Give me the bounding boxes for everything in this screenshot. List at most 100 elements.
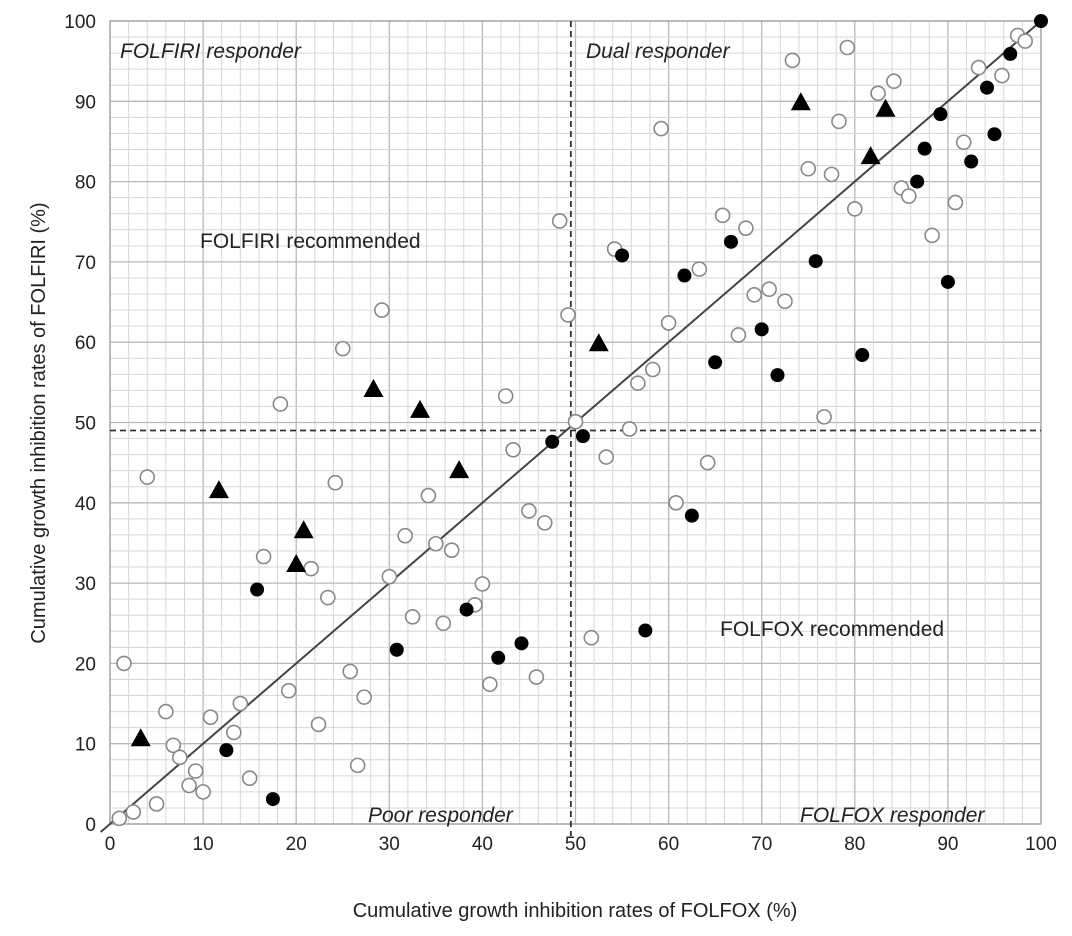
y-tick-label: 30 — [75, 574, 96, 595]
data-point-filled-circle — [514, 636, 529, 651]
plot-frame — [109, 20, 1042, 825]
data-point-open-circle — [320, 589, 336, 606]
data-point-open-circle — [272, 396, 289, 412]
data-point-open-circle — [349, 757, 366, 774]
data-point-filled-circle — [677, 268, 692, 283]
data-point-triangle — [588, 333, 609, 352]
y-tick-label: 10 — [75, 735, 96, 756]
data-point-open-circle — [381, 568, 398, 585]
x-tick-label: 20 — [286, 834, 307, 855]
data-point-open-circle — [846, 201, 863, 217]
data-point-open-circle — [870, 85, 886, 102]
data-point-filled-circle — [684, 508, 699, 523]
data-point-open-circle — [327, 474, 344, 491]
data-point-open-circle — [536, 515, 553, 531]
annotation-dual-responder: Dual responder — [586, 40, 731, 63]
annotation-folfiri-recommended: FOLFIRI recommended — [200, 230, 421, 253]
data-point-open-circle — [226, 724, 242, 741]
data-point-filled-circle — [1003, 46, 1018, 61]
x-axis-title: Cumulative growth inhibition rates of FO… — [353, 900, 798, 922]
y-tick-labels: 0 10 20 30 40 50 60 70 80 90 100 — [64, 12, 96, 836]
data-point-open-circle — [746, 287, 763, 303]
data-point-open-circle — [955, 134, 972, 151]
data-point-open-circle — [397, 527, 413, 544]
y-tick-label: 40 — [75, 494, 96, 515]
data-point-open-circle — [777, 293, 793, 310]
data-point-open-circle — [560, 307, 576, 323]
data-point-open-circle — [598, 449, 615, 465]
y-tick-label: 0 — [85, 815, 96, 836]
data-point-open-circle — [310, 716, 327, 733]
data-point-open-circle — [714, 207, 731, 224]
x-tick-label: 70 — [751, 834, 772, 855]
data-point-open-circle — [761, 281, 777, 298]
data-point-open-circle — [839, 39, 856, 56]
x-tick-label: 50 — [565, 834, 586, 855]
data-point-open-circle — [653, 120, 669, 137]
data-point-open-circle — [784, 52, 801, 69]
data-point-filled-circle — [808, 254, 823, 269]
y-tick-label: 80 — [75, 173, 96, 194]
data-point-open-circle — [730, 327, 747, 343]
data-point-open-circle — [994, 67, 1010, 84]
data-point-open-circle — [644, 361, 661, 378]
y-axis-title: Cumulative growth inhibition rates of FO… — [28, 202, 50, 643]
data-point-filled-circle — [723, 234, 738, 249]
data-point-open-circle — [148, 796, 165, 812]
x-tick-label: 60 — [658, 834, 679, 855]
data-point-open-circle — [660, 315, 677, 331]
x-tick-label: 40 — [472, 834, 493, 855]
data-point-triangle — [790, 92, 811, 111]
y-tick-label: 60 — [75, 333, 96, 354]
data-point-open-circle — [172, 749, 188, 766]
data-point-filled-circle — [1034, 14, 1048, 28]
data-point-filled-circle — [754, 322, 769, 337]
data-point-open-circle — [404, 609, 421, 625]
data-point-open-circle — [567, 413, 584, 430]
data-point-open-circle — [111, 810, 128, 827]
data-point-open-circle — [521, 503, 537, 519]
data-point-filled-circle — [459, 602, 474, 617]
x-tick-label: 100 — [1025, 834, 1057, 855]
data-point-open-circle — [823, 166, 840, 183]
data-point-open-circle — [334, 340, 351, 357]
plot-border — [109, 20, 1042, 825]
data-point-open-circle — [900, 188, 917, 204]
data-point-open-circle — [630, 375, 646, 391]
data-point-open-circle — [816, 409, 832, 425]
data-point-triangle — [130, 728, 151, 747]
data-point-open-circle — [195, 784, 211, 800]
data-point-open-circle — [187, 763, 204, 779]
y-tick-label: 100 — [64, 12, 96, 33]
x-tick-label: 0 — [105, 834, 116, 855]
data-point-filled-circle — [575, 429, 590, 444]
data-point-open-circle — [947, 194, 964, 211]
threshold-lines — [110, 21, 1041, 836]
data-point-open-circle — [125, 804, 142, 820]
data-point-open-circle — [181, 777, 197, 794]
data-point-open-circle — [528, 669, 545, 685]
data-point-open-circle — [139, 469, 156, 485]
data-point-open-circle — [356, 689, 372, 705]
annotation-folfox-recommended: FOLFOX recommended — [720, 618, 944, 641]
data-point-open-circle — [435, 615, 452, 632]
data-point-open-circle — [374, 302, 390, 318]
x-tick-label: 90 — [937, 834, 958, 855]
data-point-filled-circle — [980, 80, 995, 95]
data-point-open-circle — [668, 494, 684, 511]
data-point-triangle — [293, 520, 314, 539]
data-point-triangle — [286, 554, 307, 573]
data-point-filled-circle — [855, 348, 870, 363]
data-point-filled-circle — [910, 174, 925, 189]
data-point-open-circle — [1017, 33, 1033, 49]
data-point-filled-circle — [615, 248, 630, 263]
y-tick-label: 70 — [75, 253, 96, 274]
data-point-open-circle — [158, 703, 174, 720]
data-point-triangle — [363, 378, 384, 397]
data-point-filled-circle — [987, 127, 1002, 142]
data-point-open-circle — [232, 695, 249, 712]
data-point-open-circle — [342, 663, 358, 680]
data-point-open-circle — [241, 770, 258, 787]
data-point-filled-circle — [491, 650, 506, 665]
